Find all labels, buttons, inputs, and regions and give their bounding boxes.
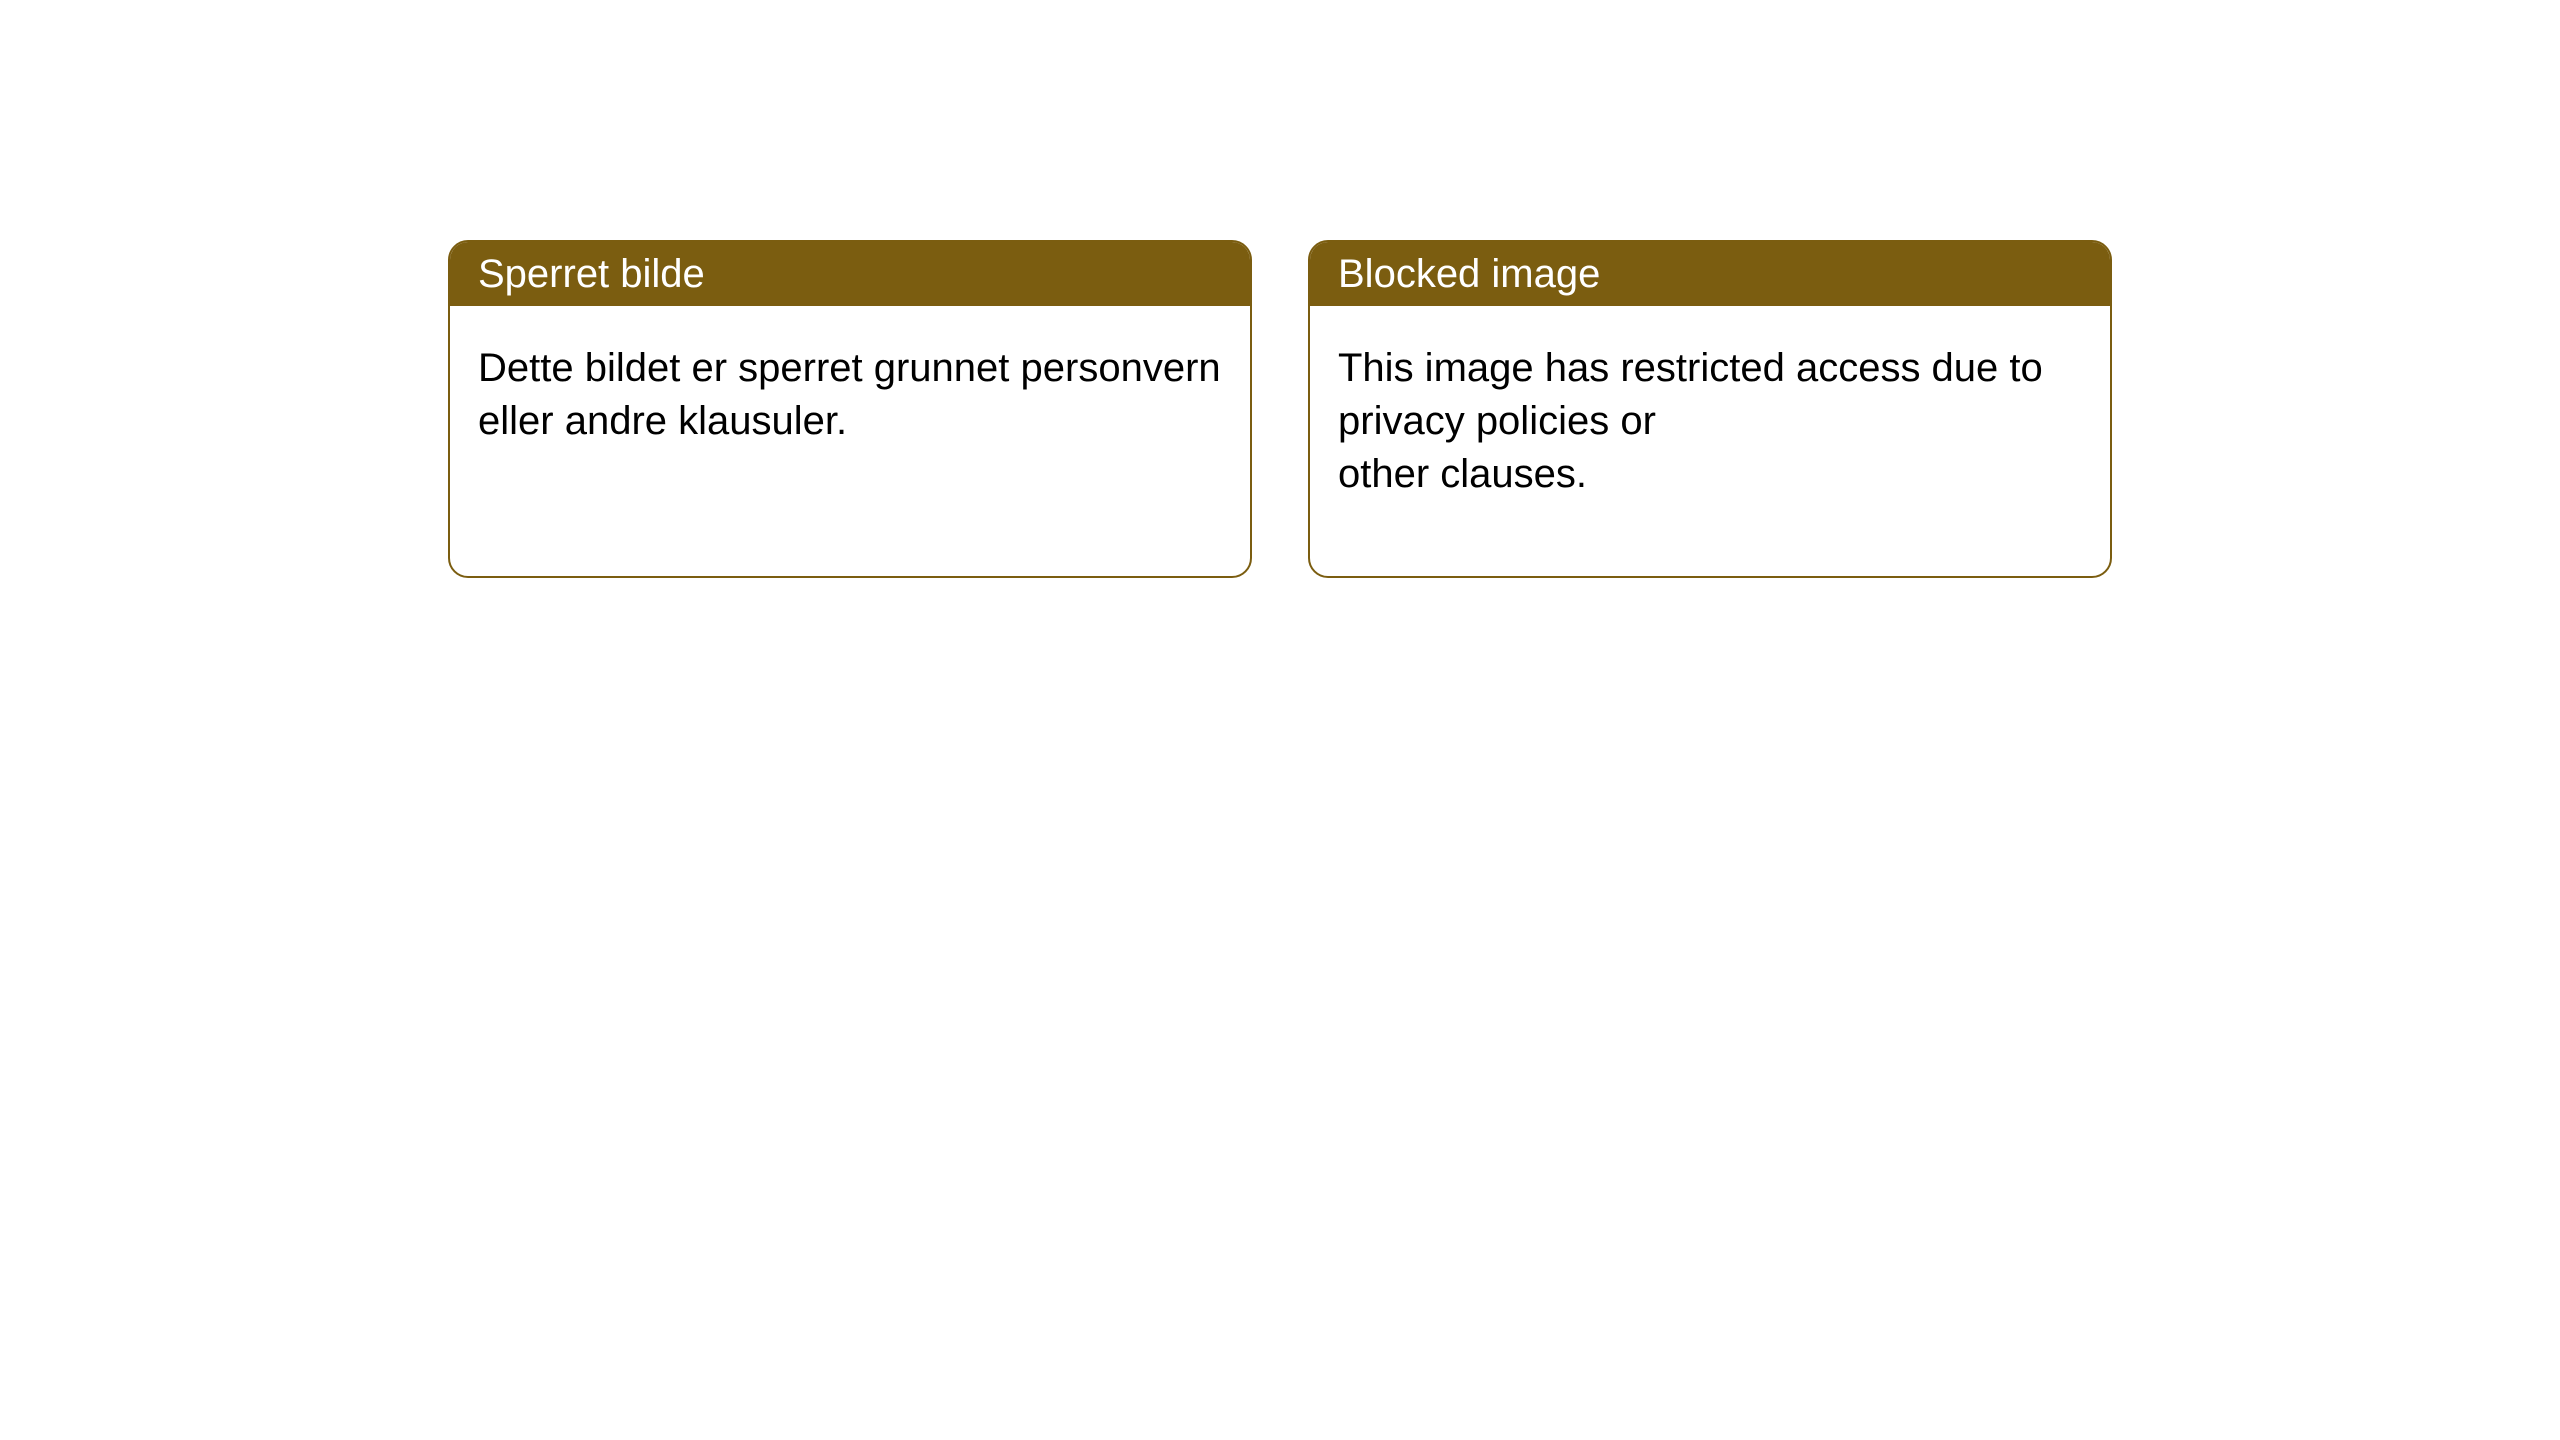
notices-container: Sperret bilde Dette bildet er sperret gr… [0,0,2560,578]
notice-body: This image has restricted access due to … [1310,306,2110,536]
notice-title: Sperret bilde [450,242,1250,306]
notice-body: Dette bildet er sperret grunnet personve… [450,306,1250,484]
notice-title: Blocked image [1310,242,2110,306]
notice-box-english: Blocked image This image has restricted … [1308,240,2112,578]
notice-box-norwegian: Sperret bilde Dette bildet er sperret gr… [448,240,1252,578]
